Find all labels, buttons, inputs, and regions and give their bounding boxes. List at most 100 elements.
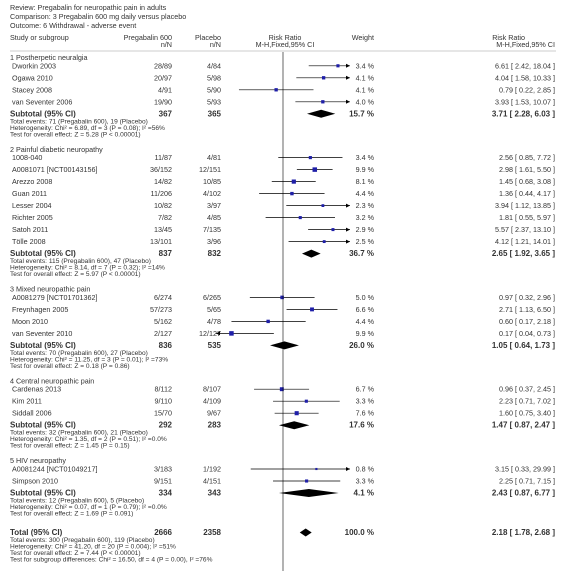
study-ci: 1.81 [ 0.55, 5.97 ] bbox=[499, 213, 555, 222]
subgroup-note: Heterogeneity: Chi² = 1.35, df = 2 (P = … bbox=[10, 436, 167, 443]
study-weight: 9.9 % bbox=[356, 165, 375, 174]
study-exp-events: 28/89 bbox=[154, 61, 172, 70]
study-marker bbox=[290, 191, 294, 196]
study-weight: 4.1 % bbox=[356, 85, 375, 94]
study-ctrl-events: 3/96 bbox=[207, 237, 221, 246]
subtotal-weight: 36.7 % bbox=[349, 249, 374, 258]
subtotal-ctrl: 343 bbox=[208, 489, 222, 498]
study-weight: 3.4 % bbox=[356, 153, 375, 162]
study-ctrl-events: 10/85 bbox=[203, 177, 221, 186]
study-name: Freynhagen 2005 bbox=[12, 305, 68, 314]
study-name: Richter 2005 bbox=[12, 213, 53, 222]
study-marker bbox=[331, 228, 335, 232]
study-name: A0081071 [NCT00143156] bbox=[12, 165, 98, 174]
study-weight: 3.2 % bbox=[356, 213, 375, 222]
subtotal-weight: 4.1 % bbox=[354, 489, 374, 498]
subgroup-note: Test for overall effect: Z = 5.28 (P < 0… bbox=[10, 131, 141, 138]
study-exp-events: 15/70 bbox=[154, 409, 172, 418]
subtotal-exp: 837 bbox=[159, 249, 173, 258]
study-ctrl-events: 7/135 bbox=[203, 225, 221, 234]
total-exp: 2666 bbox=[154, 528, 172, 537]
subtotal-label: Subtotal (95% CI) bbox=[10, 421, 76, 430]
subgroup-title: 2 Painful diabetic neuropathy bbox=[10, 145, 103, 154]
study-ci: 2.98 [ 1.61, 5.50 ] bbox=[499, 165, 555, 174]
subtotal-ci: 1.05 [ 0.64, 1.73 ] bbox=[492, 341, 555, 350]
study-exp-events: 9/110 bbox=[155, 397, 172, 406]
subtotal-label: Subtotal (95% CI) bbox=[10, 109, 76, 118]
study-ci: 0.97 [ 0.32, 2.96 ] bbox=[499, 293, 555, 302]
col-rr: Risk Ratio bbox=[269, 33, 302, 42]
subtotal-weight: 17.6 % bbox=[349, 421, 374, 430]
subtotal-weight: 26.0 % bbox=[349, 341, 374, 350]
ci-arrow bbox=[346, 467, 350, 471]
subgroup-note: Test for overall effect: Z = 5.97 (P < 0… bbox=[10, 271, 141, 278]
study-name: Arezzo 2008 bbox=[12, 177, 52, 186]
subtotal-exp: 367 bbox=[159, 109, 173, 118]
total-ci: 2.18 [ 1.78, 2.68 ] bbox=[492, 528, 555, 537]
study-weight: 8.1 % bbox=[356, 177, 375, 186]
subtotal-ctrl: 832 bbox=[208, 249, 222, 258]
study-marker bbox=[304, 399, 308, 403]
total-note: Total events: 300 (Pregabalin 600), 119 … bbox=[10, 537, 155, 544]
ci-arrow bbox=[346, 227, 350, 232]
review-title: Review: Pregabalin for neuropathic pain … bbox=[10, 3, 167, 12]
study-name: van Seventer 2006 bbox=[12, 97, 72, 106]
study-ci: 6.61 [ 2.42, 18.04 ] bbox=[495, 61, 555, 70]
study-ci: 4.04 [ 1.58, 10.33 ] bbox=[495, 73, 555, 82]
subgroup-note: Heterogeneity: Chi² = 11.25, df = 3 (P =… bbox=[10, 356, 168, 363]
study-marker bbox=[308, 156, 312, 160]
study-marker bbox=[291, 179, 296, 184]
subgroup-note: Heterogeneity: Chi² = 8.14, df = 7 (P = … bbox=[10, 265, 165, 272]
subgroup-note: Total events: 70 (Pregabalin 600), 27 (P… bbox=[10, 350, 148, 357]
study-weight: 2.5 % bbox=[356, 237, 375, 246]
study-name: van Seventer 2010 bbox=[12, 329, 72, 338]
subgroup-note: Total events: 12 (Pregabalin 600), 5 (Pl… bbox=[10, 498, 144, 505]
col-rr-sub: M-H,Fixed,95% CI bbox=[256, 40, 315, 49]
study-ctrl-events: 5/65 bbox=[207, 305, 221, 314]
study-ctrl-events: 4/102 bbox=[203, 189, 221, 198]
study-name: 1008-040 bbox=[12, 153, 42, 162]
col-study: Study or subgroup bbox=[10, 33, 69, 42]
study-exp-events: 7/82 bbox=[158, 213, 172, 222]
subgroup-note: Heterogeneity: Chi² = 6.89, df = 3 (P = … bbox=[10, 125, 165, 132]
study-name: Dworkin 2003 bbox=[12, 61, 56, 70]
col-exp: Pregabalin 600 bbox=[124, 33, 172, 42]
study-ctrl-events: 3/97 bbox=[207, 201, 221, 210]
study-exp-events: 9/151 bbox=[154, 477, 172, 486]
study-name: Lesser 2004 bbox=[12, 201, 52, 210]
study-marker bbox=[305, 479, 309, 483]
study-weight: 4.0 % bbox=[356, 97, 375, 106]
study-ci: 4.12 [ 1.21, 14.01 ] bbox=[495, 237, 555, 246]
subgroup-title: 4 Central neuropathic pain bbox=[10, 376, 94, 385]
subgroup-note: Test for overall effect: Z = 0.18 (P = 0… bbox=[10, 363, 130, 370]
study-ci: 1.45 [ 0.68, 3.08 ] bbox=[499, 177, 555, 186]
study-exp-events: 11/206 bbox=[151, 189, 172, 198]
study-ctrl-events: 1/192 bbox=[203, 465, 221, 474]
study-name: Ogawa 2010 bbox=[12, 73, 53, 82]
subtotal-label: Subtotal (95% CI) bbox=[10, 489, 76, 498]
study-ci: 1.60 [ 0.75, 3.40 ] bbox=[499, 409, 555, 418]
study-ci: 0.79 [ 0.22, 2.85 ] bbox=[499, 85, 555, 94]
subtotal-diamond bbox=[278, 421, 310, 430]
subgroup-note: Total events: 32 (Pregabalin 600), 21 (P… bbox=[10, 430, 148, 437]
subtotal-exp: 836 bbox=[159, 341, 173, 350]
study-ci: 2.56 [ 0.85, 7.72 ] bbox=[499, 153, 555, 162]
total-note: Heterogeneity: Chi² = 41.20, df = 20 (P … bbox=[10, 544, 176, 551]
study-exp-events: 2/127 bbox=[154, 329, 172, 338]
total-diamond bbox=[299, 528, 312, 537]
study-weight: 3.3 % bbox=[356, 477, 375, 486]
study-ci: 3.15 [ 0.33, 29.99 ] bbox=[495, 465, 555, 474]
study-exp-events: 4/91 bbox=[158, 85, 172, 94]
study-name: A0081279 [NCT01701362] bbox=[12, 293, 98, 302]
study-exp-events: 3/183 bbox=[154, 465, 172, 474]
study-marker bbox=[310, 307, 314, 312]
ci-arrow bbox=[216, 331, 220, 336]
study-weight: 4.1 % bbox=[356, 73, 375, 82]
header: Review: Pregabalin for neuropathic pain … bbox=[10, 3, 186, 30]
subtotal-ci: 2.43 [ 0.87, 6.77 ] bbox=[492, 489, 555, 498]
study-ci: 2.71 [ 1.13, 6.50 ] bbox=[499, 305, 555, 314]
col-exp-sub: n/N bbox=[161, 40, 172, 49]
study-marker bbox=[274, 88, 278, 92]
study-name: Satoh 2011 bbox=[12, 225, 48, 234]
study-ctrl-events: 4/151 bbox=[203, 477, 221, 486]
